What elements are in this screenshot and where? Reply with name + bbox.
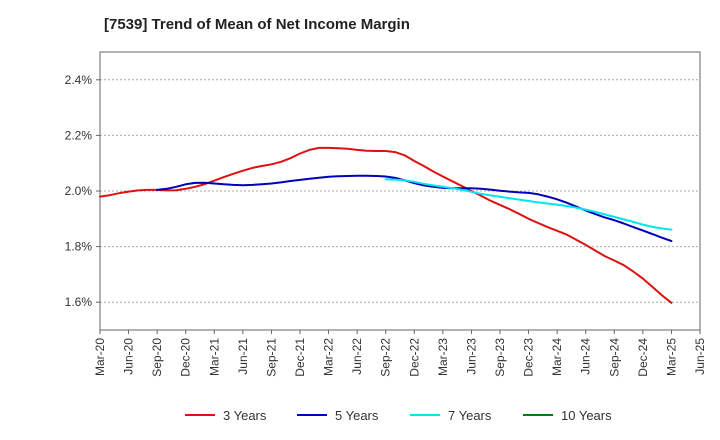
x-tick-label: Jun-24 [579,338,593,375]
x-tick-label: Dec-23 [522,338,536,377]
legend-label: 10 Years [561,408,612,423]
series-line-7-years [384,178,673,231]
legend: 3 Years 5 Years 7 Years 10 Years [185,408,612,423]
x-tick-label: Mar-21 [207,338,221,376]
x-tick-label: Jun-21 [236,338,250,375]
x-tick-label: Mar-23 [436,338,450,376]
series-lines [99,146,673,304]
legend-label: 3 Years [223,408,267,423]
x-tick-label: Dec-20 [179,338,193,377]
chart-title: [7539] Trend of Mean of Net Income Margi… [104,16,410,33]
x-tick-label: Dec-22 [407,338,421,377]
legend-label: 5 Years [335,408,379,423]
x-tick-label: Jun-22 [350,338,364,375]
x-tick-label: Sep-22 [379,338,393,377]
x-tick-label: Jun-25 [693,338,707,375]
y-tick-label: 2.0% [65,184,93,198]
x-tick-label: Jun-20 [122,338,136,375]
y-tick-label: 2.4% [65,73,93,87]
x-tick-label: Jun-23 [464,338,478,375]
x-tick-label: Sep-23 [493,338,507,377]
x-tick-label: Sep-20 [150,338,164,377]
x-tick-label: Sep-21 [264,338,278,377]
x-tick-label: Mar-20 [93,338,107,376]
x-tick-label: Mar-24 [550,338,564,376]
x-tick-label: Sep-24 [607,338,621,377]
grid-lines [100,79,700,303]
axes: 1.6% 1.8% 2.0% 2.2% 2.4% Mar-20 Jun-20 Sep-20 De… [65,73,707,377]
x-tick-label: Dec-21 [293,338,307,377]
series-line-3-years [99,146,673,304]
y-tick-label: 1.8% [65,240,93,254]
series-line-5-years [156,174,673,242]
x-tick-label: Mar-22 [322,338,336,376]
y-tick-label: 2.2% [65,128,93,142]
x-tick-label: Mar-25 [664,338,678,376]
y-tick-label: 1.6% [65,295,93,309]
x-tick-label: Dec-24 [636,338,650,377]
legend-label: 7 Years [448,408,492,423]
